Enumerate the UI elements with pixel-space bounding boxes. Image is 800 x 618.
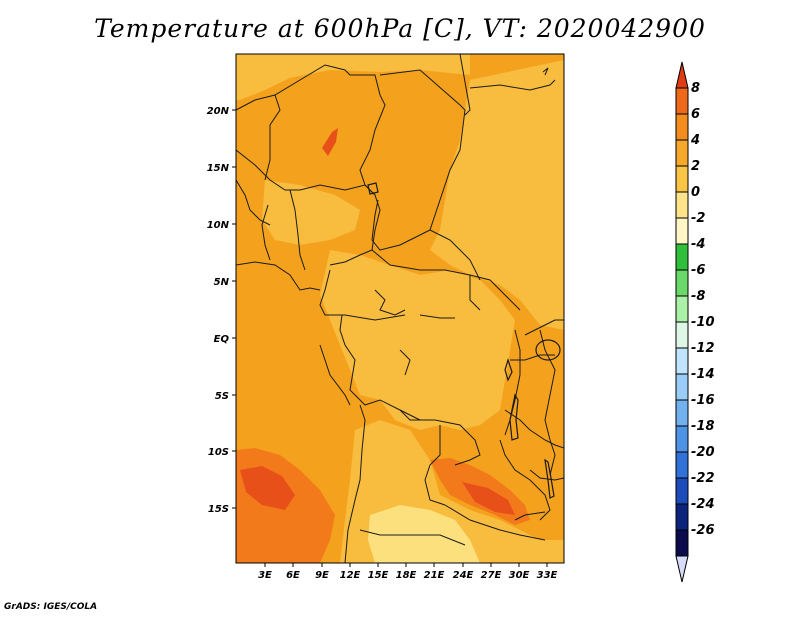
- field-light-east: [430, 60, 564, 330]
- lon-ticks: [264, 563, 548, 567]
- colorbar-swatch: [675, 451, 689, 479]
- lon-label: 21E: [424, 570, 445, 581]
- lon-label: 33E: [537, 570, 558, 581]
- colorbar-label: -8: [691, 289, 705, 304]
- lat-label: 5S: [215, 391, 229, 402]
- colorbar-swatch: [675, 373, 689, 401]
- map-frame: [235, 53, 565, 564]
- grads-credit: GrADS: IGES/COLA: [4, 602, 98, 612]
- lon-label: 3E: [258, 570, 272, 581]
- lon-label: 18E: [396, 570, 417, 581]
- colorbar-label: 0: [691, 185, 700, 200]
- lon-label: 24E: [453, 570, 474, 581]
- lake-victoria: [535, 339, 561, 361]
- colorbar-swatch: [675, 425, 689, 453]
- colorbar-cap-top: [675, 61, 689, 89]
- lat-label: 10N: [207, 220, 230, 231]
- colorbar-label: 4: [690, 133, 700, 148]
- colorbar-swatch: [675, 87, 689, 115]
- lake-tanganyika: [509, 393, 519, 441]
- colorbar-label: -4: [691, 237, 705, 252]
- lat-label: EQ: [214, 334, 230, 345]
- field-light-north: [236, 54, 470, 100]
- colorbar-swatch: [675, 217, 689, 245]
- colorbar-swatch: [675, 399, 689, 427]
- colorbar-swatch: [675, 295, 689, 323]
- colorbar-swatch: [675, 165, 689, 193]
- lake-kivu: [504, 358, 513, 382]
- lat-label: 10S: [208, 447, 229, 458]
- colorbar-label: -14: [691, 367, 715, 382]
- colorbar-label: -12: [691, 341, 715, 356]
- colorbar-label: -20: [691, 445, 715, 460]
- lon-label: 15E: [368, 570, 389, 581]
- colorbar-swatch: [675, 139, 689, 167]
- colorbar-cap-bottom: [675, 555, 689, 583]
- map-title: Temperature at 600hPa [C], VT: 202004290…: [94, 14, 706, 43]
- lat-label: 15S: [208, 504, 229, 515]
- colorbar-swatch: [675, 113, 689, 141]
- colorbar-swatch: [675, 347, 689, 375]
- lon-label: 30E: [509, 570, 530, 581]
- colorbar-label: -26: [691, 523, 715, 538]
- colorbar-swatch: [675, 477, 689, 505]
- lake-malawi: [544, 458, 555, 499]
- field-hot-north: [322, 128, 338, 156]
- colorbar: [675, 61, 689, 583]
- lon-label: 27E: [481, 570, 502, 581]
- lakes: [367, 182, 561, 499]
- lat-label: 5N: [214, 277, 230, 288]
- lake-chad: [367, 182, 379, 195]
- colorbar-label: -22: [691, 471, 715, 486]
- colorbar-label: -18: [691, 419, 715, 434]
- lat-label: 20N: [207, 106, 230, 117]
- colorbar-swatch: [675, 503, 689, 531]
- field-light-center: [320, 250, 515, 430]
- country-borders: [236, 54, 564, 563]
- field-hot-southeast: [462, 482, 515, 515]
- colorbar-swatch: [675, 321, 689, 349]
- colorbar-swatch: [675, 191, 689, 219]
- field-light-west: [262, 180, 360, 245]
- lon-label: 12E: [340, 570, 361, 581]
- colorbar-label: -24: [691, 497, 715, 512]
- lat-label: 15N: [207, 163, 230, 174]
- colorbar-label: -6: [691, 263, 705, 278]
- lon-label: 9E: [315, 570, 329, 581]
- colorbar-label: -10: [691, 315, 715, 330]
- colorbar-label: 8: [691, 81, 700, 96]
- colorbar-label: 2: [691, 159, 700, 174]
- field-hot-southwest: [240, 466, 295, 510]
- field-pale-south: [368, 505, 480, 563]
- colorbar-swatch: [675, 529, 689, 557]
- colorbar-label: -2: [691, 211, 705, 226]
- colorbar-labels: 8 6 4 2 0 -2 -4 -6 -8 -10 -12 -14 -16 -1…: [690, 81, 715, 538]
- lon-labels: 3E 6E 9E 12E 15E 18E 21E 24E 27E 30E 33E: [258, 570, 557, 581]
- lon-label: 6E: [286, 570, 300, 581]
- colorbar-swatch: [675, 243, 689, 271]
- temperature-field: [236, 54, 564, 563]
- colorbar-label: 6: [691, 107, 700, 122]
- lat-ticks: [232, 109, 236, 509]
- colorbar-swatch: [675, 269, 689, 297]
- colorbar-label: -16: [691, 393, 715, 408]
- lat-labels: 20N 15N 10N 5N EQ 5S 10S 15S: [207, 106, 230, 515]
